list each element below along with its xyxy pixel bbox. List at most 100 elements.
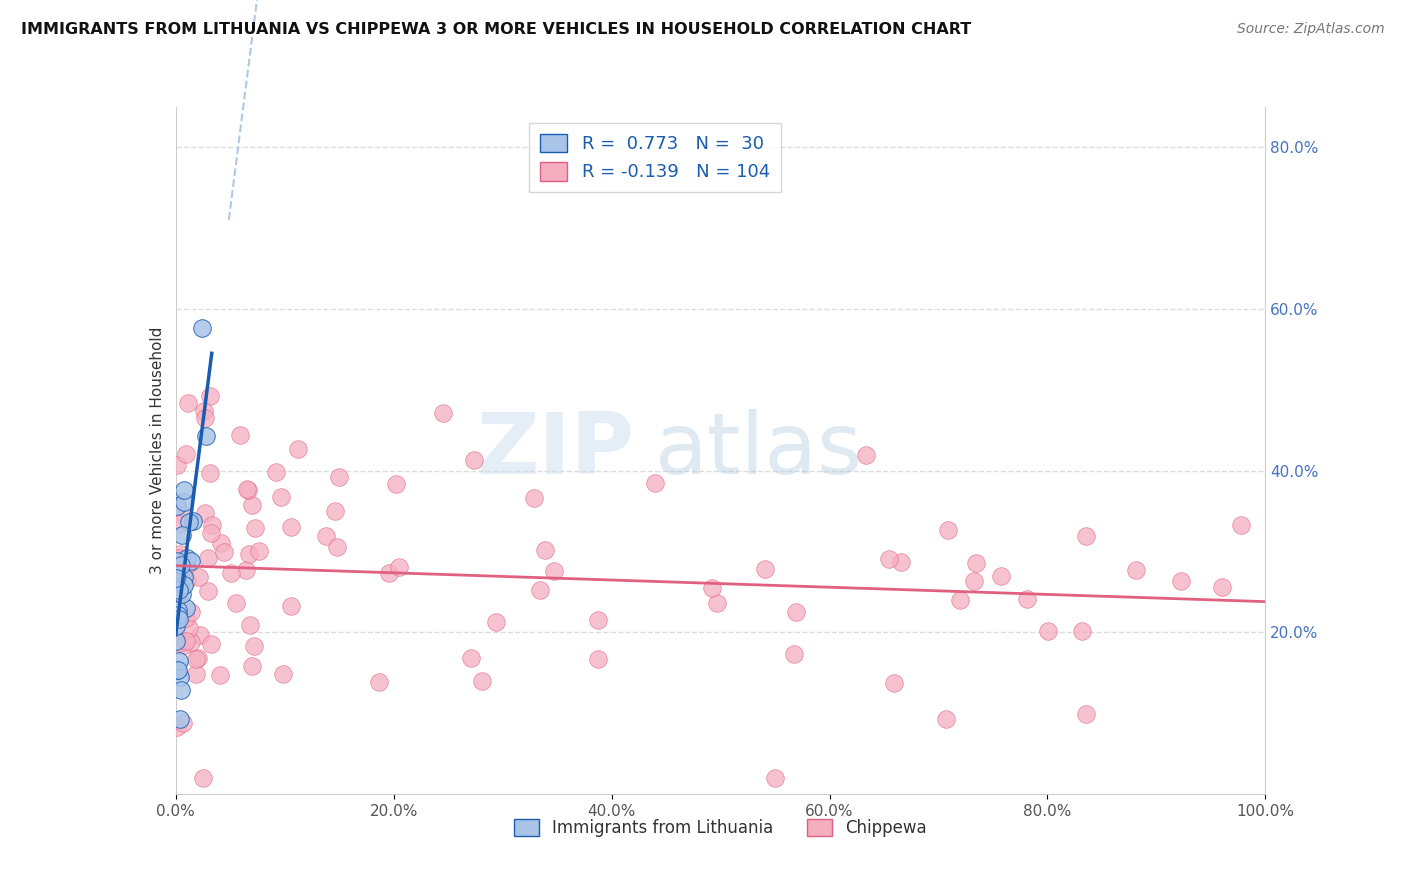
Point bbox=[586, 652, 609, 666]
Point bbox=[280, 520, 302, 534]
Point bbox=[166, 551, 188, 566]
Point bbox=[235, 563, 257, 577]
Point bbox=[1170, 574, 1192, 588]
Point bbox=[209, 535, 232, 549]
Point bbox=[368, 675, 391, 690]
Point bbox=[484, 615, 506, 630]
Point bbox=[1076, 706, 1098, 721]
Point bbox=[173, 578, 195, 592]
Point bbox=[754, 562, 776, 576]
Point bbox=[243, 521, 266, 535]
Point bbox=[166, 663, 188, 677]
Point bbox=[172, 587, 194, 601]
Point bbox=[179, 515, 201, 529]
Point bbox=[165, 619, 187, 633]
Point bbox=[180, 635, 202, 649]
Point bbox=[169, 547, 191, 561]
Point bbox=[706, 596, 728, 610]
Point bbox=[1230, 518, 1253, 533]
Point bbox=[963, 574, 986, 588]
Point bbox=[463, 452, 485, 467]
Point bbox=[460, 651, 482, 665]
Point bbox=[388, 559, 411, 574]
Point bbox=[174, 447, 197, 461]
Point bbox=[169, 517, 191, 532]
Point bbox=[200, 466, 222, 480]
Point bbox=[166, 570, 188, 584]
Point bbox=[187, 570, 209, 584]
Point bbox=[169, 670, 191, 684]
Point bbox=[243, 639, 266, 653]
Point bbox=[1211, 580, 1233, 594]
Point bbox=[197, 550, 219, 565]
Point bbox=[323, 504, 346, 518]
Point bbox=[165, 634, 187, 648]
Point bbox=[763, 771, 786, 785]
Point bbox=[173, 495, 195, 509]
Point bbox=[1017, 591, 1039, 606]
Y-axis label: 3 or more Vehicles in Household: 3 or more Vehicles in Household bbox=[149, 326, 165, 574]
Point bbox=[586, 613, 609, 627]
Point bbox=[176, 573, 198, 587]
Point bbox=[194, 506, 217, 520]
Point bbox=[529, 582, 551, 597]
Point bbox=[377, 566, 399, 580]
Point bbox=[328, 469, 350, 483]
Point bbox=[1038, 624, 1060, 638]
Point bbox=[173, 483, 195, 498]
Point bbox=[235, 482, 257, 496]
Point bbox=[949, 593, 972, 607]
Point bbox=[240, 658, 263, 673]
Point bbox=[167, 612, 190, 626]
Point bbox=[179, 621, 201, 635]
Point bbox=[200, 637, 222, 651]
Point bbox=[965, 556, 987, 570]
Point bbox=[247, 544, 270, 558]
Point bbox=[166, 458, 188, 472]
Point bbox=[534, 543, 557, 558]
Point bbox=[287, 442, 309, 456]
Point bbox=[239, 618, 262, 632]
Point bbox=[432, 406, 454, 420]
Point bbox=[166, 608, 188, 623]
Text: IMMIGRANTS FROM LITHUANIA VS CHIPPEWA 3 OR MORE VEHICLES IN HOUSEHOLD CORRELATIO: IMMIGRANTS FROM LITHUANIA VS CHIPPEWA 3 … bbox=[21, 22, 972, 37]
Point bbox=[935, 712, 957, 726]
Point bbox=[166, 663, 188, 677]
Point bbox=[166, 603, 188, 617]
Point bbox=[700, 581, 723, 595]
Point bbox=[167, 654, 190, 668]
Point bbox=[201, 518, 224, 533]
Point bbox=[176, 559, 198, 574]
Point bbox=[990, 568, 1012, 582]
Point bbox=[543, 564, 565, 578]
Point bbox=[166, 600, 188, 615]
Point bbox=[167, 582, 190, 597]
Point bbox=[180, 554, 202, 568]
Point bbox=[280, 599, 302, 613]
Point bbox=[177, 395, 200, 409]
Point bbox=[890, 555, 912, 569]
Point bbox=[186, 666, 208, 681]
Legend: Immigrants from Lithuania, Chippewa: Immigrants from Lithuania, Chippewa bbox=[508, 813, 934, 844]
Point bbox=[264, 465, 287, 479]
Point bbox=[181, 514, 204, 528]
Point bbox=[180, 605, 202, 619]
Point bbox=[242, 499, 264, 513]
Point bbox=[191, 321, 214, 335]
Point bbox=[1070, 624, 1092, 638]
Text: atlas: atlas bbox=[655, 409, 863, 492]
Point bbox=[1074, 528, 1097, 542]
Point bbox=[194, 411, 217, 425]
Point bbox=[165, 571, 187, 585]
Point bbox=[173, 570, 195, 584]
Point bbox=[197, 583, 219, 598]
Point bbox=[195, 428, 218, 442]
Point bbox=[225, 596, 247, 610]
Point bbox=[236, 483, 259, 497]
Point bbox=[176, 600, 198, 615]
Point bbox=[229, 428, 252, 442]
Point bbox=[209, 667, 232, 681]
Point bbox=[170, 682, 193, 697]
Point bbox=[877, 552, 900, 566]
Point bbox=[170, 528, 193, 542]
